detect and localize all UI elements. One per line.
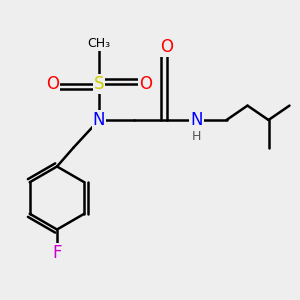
Text: N: N — [93, 111, 105, 129]
Text: O: O — [46, 75, 59, 93]
Text: O: O — [139, 75, 152, 93]
Text: H: H — [192, 130, 201, 143]
Text: O: O — [160, 38, 173, 56]
Text: S: S — [94, 75, 104, 93]
Text: F: F — [52, 244, 62, 262]
Text: N: N — [190, 111, 203, 129]
Text: CH₃: CH₃ — [87, 37, 111, 50]
